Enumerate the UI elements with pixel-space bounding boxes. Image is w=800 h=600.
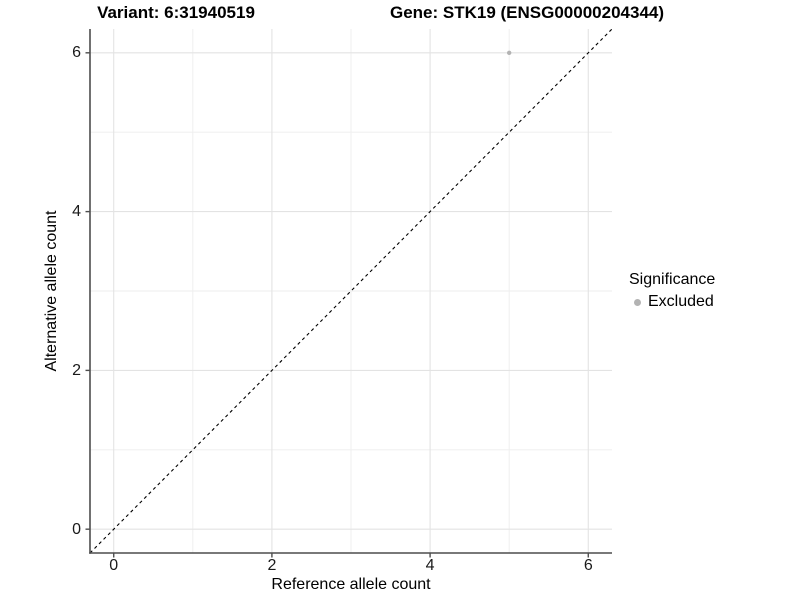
y-tick-label: 6 bbox=[72, 44, 81, 62]
y-tick-label: 0 bbox=[72, 520, 81, 538]
y-tick-label: 4 bbox=[72, 203, 81, 221]
x-tick-label: 6 bbox=[583, 557, 593, 574]
legend-marker-dot bbox=[634, 298, 641, 306]
y-tick-label: 2 bbox=[72, 361, 81, 379]
legend: Significance Excluded bbox=[629, 270, 715, 312]
x-axis-title: Reference allele count bbox=[271, 576, 431, 593]
y-axis-title: Alternative allele count bbox=[43, 210, 60, 372]
identity-dashed-line bbox=[89, 29, 613, 554]
legend-item-label: Excluded bbox=[648, 293, 714, 310]
plot-title-variant: Variant: 6:31940519 bbox=[97, 3, 255, 22]
data-point-excluded bbox=[506, 50, 512, 56]
legend-title: Significance bbox=[629, 271, 716, 288]
x-tick-label: 0 bbox=[109, 557, 119, 574]
plot-area bbox=[85, 29, 613, 558]
legend-item-excluded: Excluded bbox=[629, 292, 715, 312]
plot-title-gene: Gene: STK19 (ENSG00000204344) bbox=[389, 3, 665, 22]
x-tick-label: 4 bbox=[425, 557, 435, 574]
x-tick-label: 2 bbox=[267, 557, 277, 574]
